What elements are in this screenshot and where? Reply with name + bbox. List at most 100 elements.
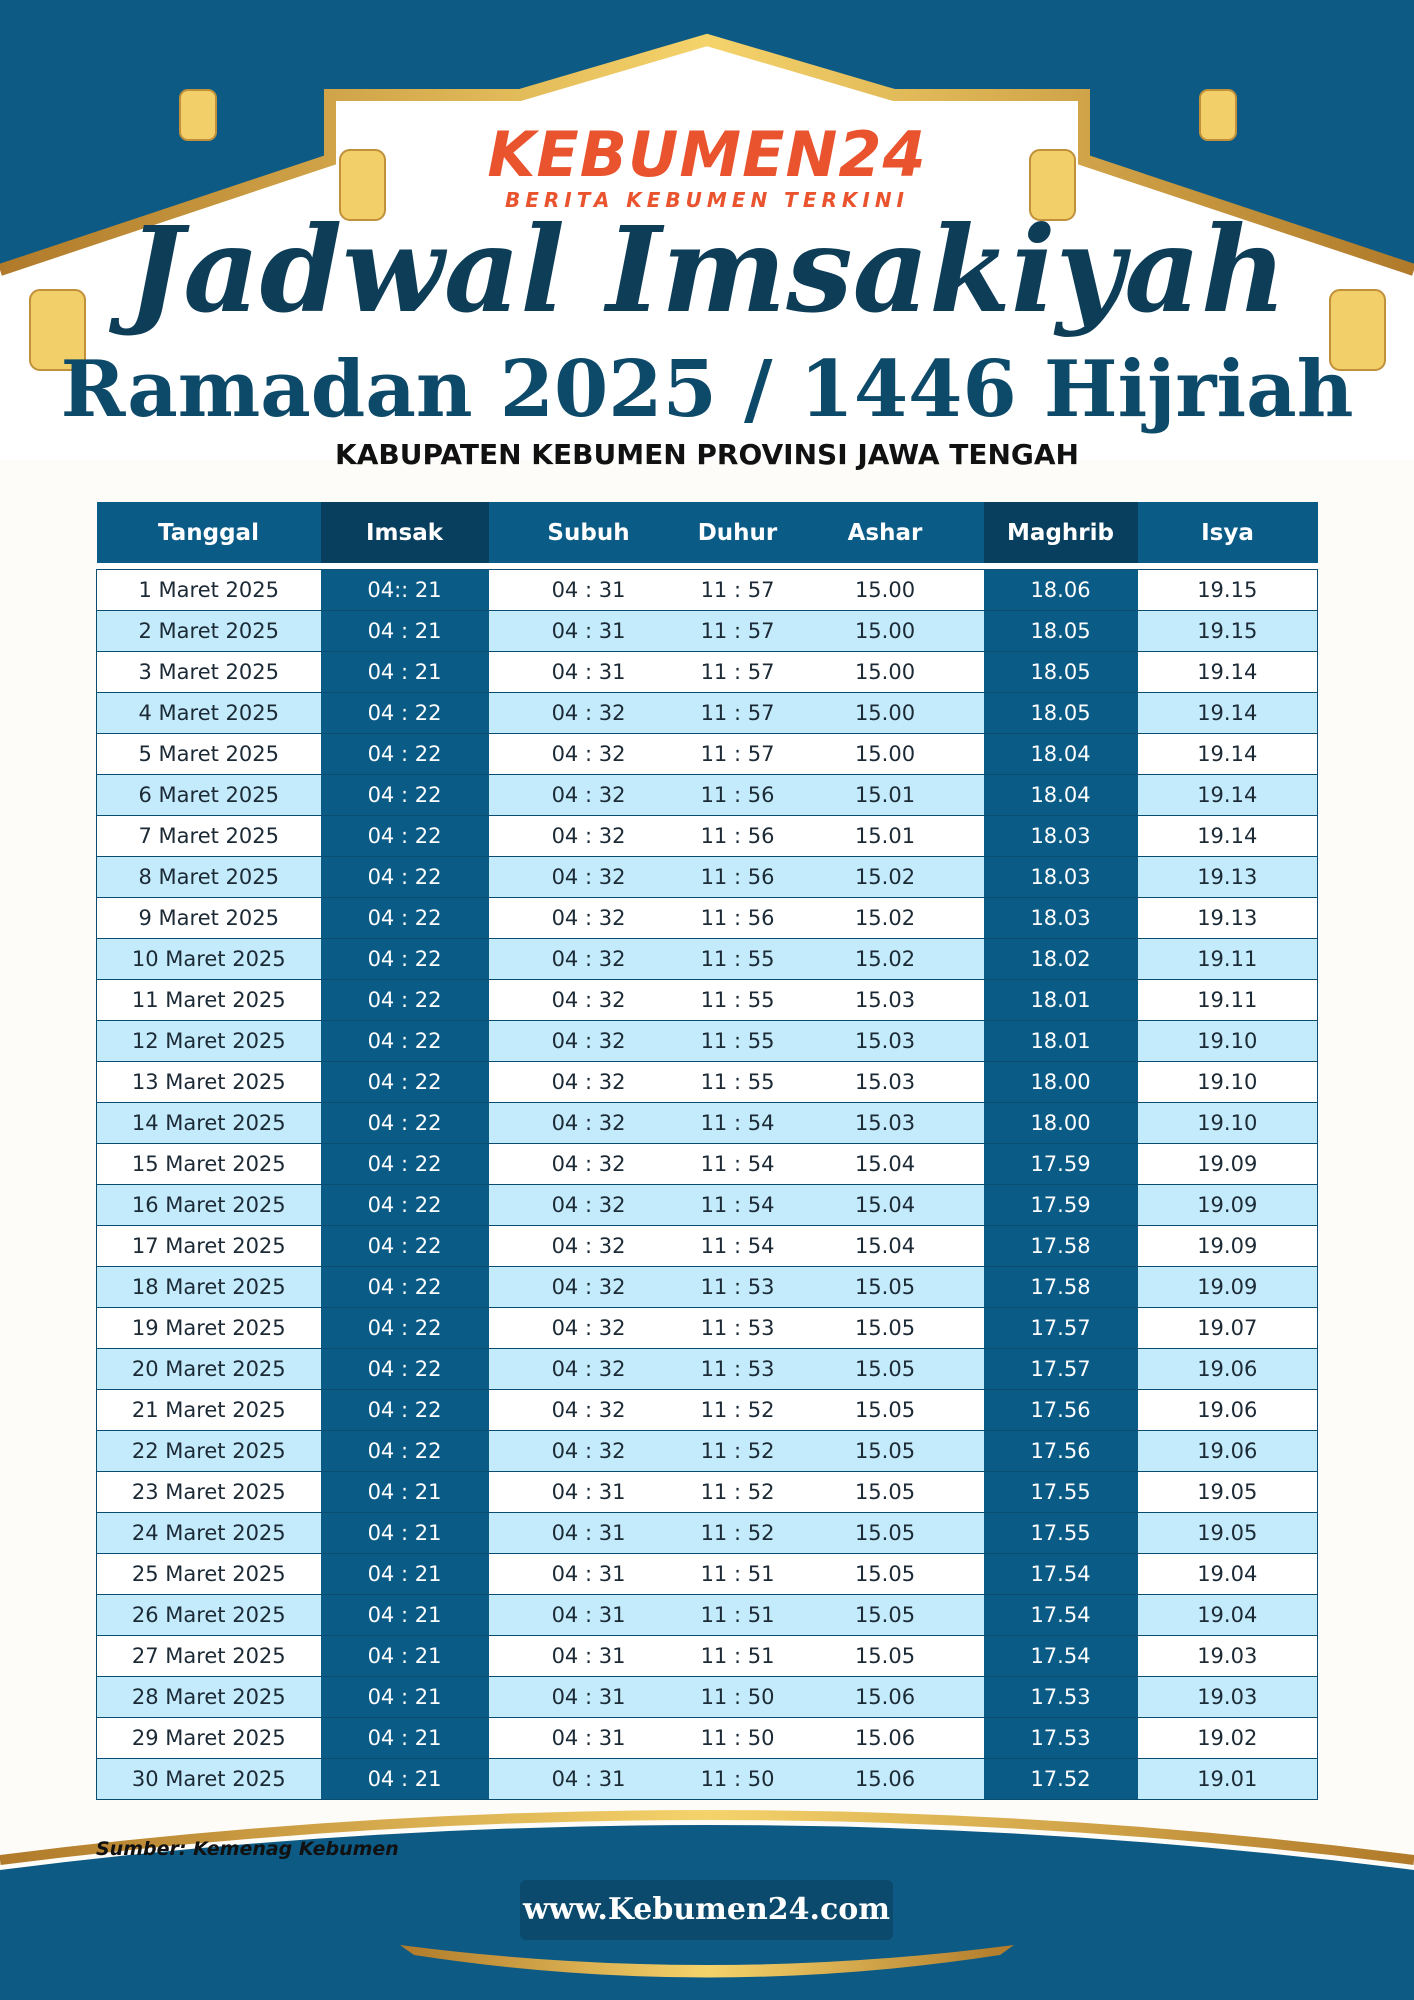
spacer-cell <box>320 563 489 570</box>
table-cell: 27 Maret 2025 <box>96 1635 321 1677</box>
column-header: Duhur <box>688 502 787 563</box>
table-cell: 17.59 <box>983 1184 1138 1226</box>
table-cell: 04 : 31 <box>488 1594 689 1636</box>
table-cell: 19.07 <box>1137 1307 1318 1349</box>
table-cell: 24 Maret 2025 <box>96 1512 321 1554</box>
column-header: Subuh <box>488 502 689 563</box>
table-row: 29 Maret 2025 04 : 21 04 : 31 11 : 50 15.06 1… <box>96 1717 1318 1759</box>
table-cell: 11 : 56 <box>688 856 787 898</box>
table-row: 22 Maret 2025 04 : 22 04 : 32 11 : 52 15.05 1… <box>96 1430 1318 1472</box>
table-cell: 15.02 <box>786 938 984 980</box>
table-row: 21 Maret 2025 04 : 22 04 : 32 11 : 52 15.05 1… <box>96 1389 1318 1431</box>
table-cell: 04 : 22 <box>320 897 489 939</box>
table-cell: 15.05 <box>786 1266 984 1308</box>
table-cell: 2 Maret 2025 <box>96 610 321 652</box>
table-row: 24 Maret 2025 04 : 21 04 : 31 11 : 52 15.05 1… <box>96 1512 1318 1554</box>
table-cell: 15.00 <box>786 651 984 693</box>
table-cell: 19.15 <box>1137 610 1318 652</box>
table-cell: 19.09 <box>1137 1143 1318 1185</box>
table-cell: 11 : 57 <box>688 610 787 652</box>
table-cell: 19.11 <box>1137 979 1318 1021</box>
table-cell: 19.06 <box>1137 1430 1318 1472</box>
table-cell: 04 : 22 <box>320 692 489 734</box>
spacer-cell <box>96 563 321 570</box>
table-cell: 11 : 53 <box>688 1266 787 1308</box>
table-cell: 18.06 <box>983 569 1138 611</box>
table-cell: 04 : 22 <box>320 733 489 775</box>
table-cell: 04 : 22 <box>320 1348 489 1390</box>
table-cell: 17.56 <box>983 1389 1138 1431</box>
table-cell: 04 : 32 <box>488 1225 689 1267</box>
table-cell: 20 Maret 2025 <box>96 1348 321 1390</box>
table-cell: 18 Maret 2025 <box>96 1266 321 1308</box>
table-cell: 19.10 <box>1137 1102 1318 1144</box>
table-cell: 04 : 32 <box>488 938 689 980</box>
table-cell: 19.03 <box>1137 1635 1318 1677</box>
table-cell: 11 : 52 <box>688 1471 787 1513</box>
table-cell: 17.57 <box>983 1348 1138 1390</box>
table-cell: 17.54 <box>983 1553 1138 1595</box>
table-cell: 19.14 <box>1137 815 1318 857</box>
table-cell: 04 : 22 <box>320 1389 489 1431</box>
table-cell: 18.03 <box>983 815 1138 857</box>
table-cell: 11 : 56 <box>688 897 787 939</box>
table-cell: 11 : 52 <box>688 1512 787 1554</box>
table-cell: 15.05 <box>786 1348 984 1390</box>
table-cell: 7 Maret 2025 <box>96 815 321 857</box>
table-cell: 17.55 <box>983 1471 1138 1513</box>
schedule-table: Tanggal Imsak Subuh Duhur Ashar Maghrib Isya 1… <box>96 502 1318 1800</box>
table-cell: 11 : 57 <box>688 733 787 775</box>
table-cell: 15.05 <box>786 1389 984 1431</box>
table-cell: 04 : 32 <box>488 774 689 816</box>
table-cell: 21 Maret 2025 <box>96 1389 321 1431</box>
column-header: Maghrib <box>983 502 1138 563</box>
table-cell: 17.55 <box>983 1512 1138 1554</box>
table-cell: 04 : 21 <box>320 1553 489 1595</box>
table-cell: 04:: 21 <box>320 569 489 611</box>
table-row: 16 Maret 2025 04 : 22 04 : 32 11 : 54 15.04 1… <box>96 1184 1318 1226</box>
table-cell: 04 : 21 <box>320 1471 489 1513</box>
table-cell: 18.04 <box>983 774 1138 816</box>
table-cell: 04 : 32 <box>488 1348 689 1390</box>
table-cell: 17.53 <box>983 1717 1138 1759</box>
table-cell: 04 : 32 <box>488 1307 689 1349</box>
table-cell: 12 Maret 2025 <box>96 1020 321 1062</box>
table-cell: 15.06 <box>786 1717 984 1759</box>
table-row: 9 Maret 2025 04 : 22 04 : 32 11 : 56 15.02 18… <box>96 897 1318 939</box>
table-cell: 19.09 <box>1137 1184 1318 1226</box>
table-cell: 15.02 <box>786 856 984 898</box>
table-row: 8 Maret 2025 04 : 22 04 : 32 11 : 56 15.02 18… <box>96 856 1318 898</box>
table-cell: 19.09 <box>1137 1266 1318 1308</box>
table-cell: 04 : 22 <box>320 1143 489 1185</box>
table-cell: 04 : 31 <box>488 1717 689 1759</box>
spacer-row <box>96 563 1318 570</box>
table-cell: 04 : 22 <box>320 856 489 898</box>
table-cell: 04 : 22 <box>320 979 489 1021</box>
table-cell: 25 Maret 2025 <box>96 1553 321 1595</box>
location: KABUPATEN KEBUMEN PROVINSI JAWA TENGAH <box>335 438 1079 471</box>
table-cell: 15.03 <box>786 1102 984 1144</box>
table-cell: 15.05 <box>786 1635 984 1677</box>
table-cell: 9 Maret 2025 <box>96 897 321 939</box>
table-cell: 11 : 56 <box>688 815 787 857</box>
table-cell: 17.58 <box>983 1266 1138 1308</box>
table-cell: 04 : 32 <box>488 1102 689 1144</box>
table-cell: 11 : 53 <box>688 1307 787 1349</box>
table-cell: 11 : 55 <box>688 938 787 980</box>
table-cell: 18.00 <box>983 1061 1138 1103</box>
table-cell: 18.05 <box>983 651 1138 693</box>
table-cell: 11 : 52 <box>688 1389 787 1431</box>
table-cell: 19.05 <box>1137 1512 1318 1554</box>
table-cell: 11 : 51 <box>688 1594 787 1636</box>
table-cell: 26 Maret 2025 <box>96 1594 321 1636</box>
table-cell: 11 : 57 <box>688 692 787 734</box>
table-cell: 15.05 <box>786 1553 984 1595</box>
table-cell: 15.06 <box>786 1676 984 1718</box>
table-row: 5 Maret 2025 04 : 22 04 : 32 11 : 57 15.00 18… <box>96 733 1318 775</box>
table-row: 13 Maret 2025 04 : 22 04 : 32 11 : 55 15.03 1… <box>96 1061 1318 1103</box>
column-header: Tanggal <box>96 502 321 563</box>
table-cell: 17.54 <box>983 1635 1138 1677</box>
table-cell: 6 Maret 2025 <box>96 774 321 816</box>
column-header: Imsak <box>320 502 489 563</box>
